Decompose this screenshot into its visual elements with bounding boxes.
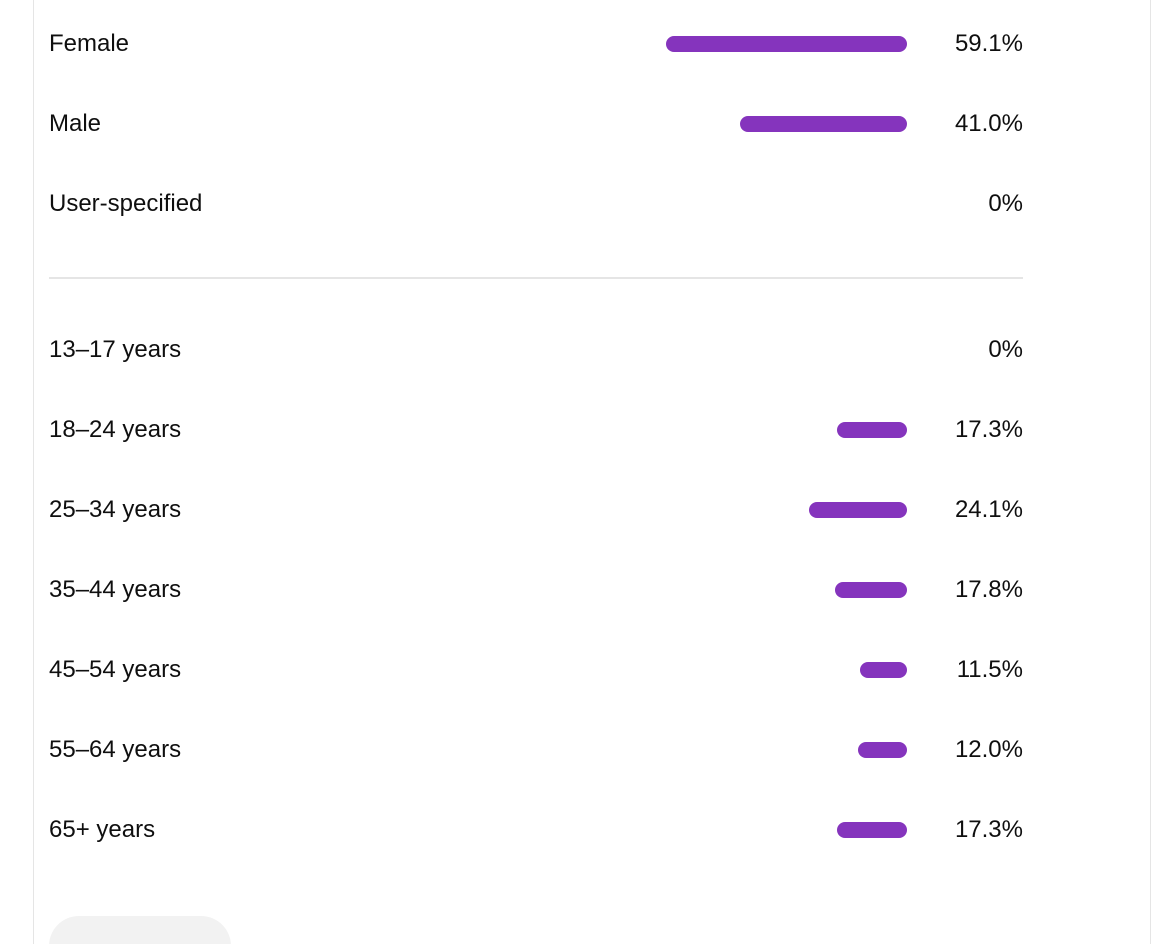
age-bar <box>860 662 907 678</box>
age-label: 65+ years <box>49 816 156 843</box>
gender-bar-track <box>507 196 907 212</box>
gender-label: User-specified <box>49 190 203 217</box>
gender-bar <box>666 36 907 52</box>
age-row: 18–24 years 17.3% <box>49 390 1023 470</box>
gender-breakdown: Female 59.1% Male 41.0% User-specified 0… <box>49 4 1023 244</box>
gender-row: Female 59.1% <box>49 4 1023 84</box>
age-bar <box>858 742 907 758</box>
age-bar-track <box>507 822 907 838</box>
age-bar-track <box>507 422 907 438</box>
gender-value: 41.0% <box>954 110 1023 137</box>
gender-bar-track <box>507 36 907 52</box>
age-value: 12.0% <box>954 736 1023 763</box>
age-value: 24.1% <box>954 496 1023 523</box>
age-label: 55–64 years <box>49 736 182 763</box>
gender-value: 0% <box>988 190 1023 217</box>
gender-label: Male <box>49 110 102 137</box>
gender-label: Female <box>49 30 130 57</box>
gender-bar <box>740 116 907 132</box>
age-bar <box>808 502 907 518</box>
age-value: 11.5% <box>956 656 1023 683</box>
age-label: 13–17 years <box>49 336 182 363</box>
age-bar-track <box>507 342 907 358</box>
age-row: 65+ years 17.3% <box>49 790 1023 870</box>
age-bar-track <box>507 502 907 518</box>
see-more-button-label: S <box>81 941 97 944</box>
age-bar-track <box>507 582 907 598</box>
age-bar-track <box>507 742 907 758</box>
age-bar <box>834 582 907 598</box>
gender-row: Male 41.0% <box>49 84 1023 164</box>
age-value: 17.3% <box>954 416 1023 443</box>
age-row: 25–34 years 24.1% <box>49 470 1023 550</box>
age-label: 25–34 years <box>49 496 182 523</box>
age-label: 35–44 years <box>49 576 182 603</box>
section-divider <box>49 277 1023 279</box>
age-label: 18–24 years <box>49 416 182 443</box>
gender-bar-track <box>507 116 907 132</box>
see-more-button[interactable]: S <box>49 916 231 944</box>
gender-value: 59.1% <box>954 30 1023 57</box>
age-bar <box>836 422 907 438</box>
age-row: 45–54 years 11.5% <box>49 630 1023 710</box>
age-breakdown: 13–17 years 0% 18–24 years 17.3% 25–34 y… <box>49 310 1023 870</box>
audience-demographics-card <box>33 0 1151 944</box>
age-value: 17.8% <box>954 576 1023 603</box>
age-row: 55–64 years 12.0% <box>49 710 1023 790</box>
gender-row: User-specified 0% <box>49 164 1023 244</box>
age-bar <box>836 822 907 838</box>
age-row: 13–17 years 0% <box>49 310 1023 390</box>
age-row: 35–44 years 17.8% <box>49 550 1023 630</box>
age-value: 0% <box>988 336 1023 363</box>
age-bar-track <box>507 662 907 678</box>
age-label: 45–54 years <box>49 656 182 683</box>
age-value: 17.3% <box>954 816 1023 843</box>
